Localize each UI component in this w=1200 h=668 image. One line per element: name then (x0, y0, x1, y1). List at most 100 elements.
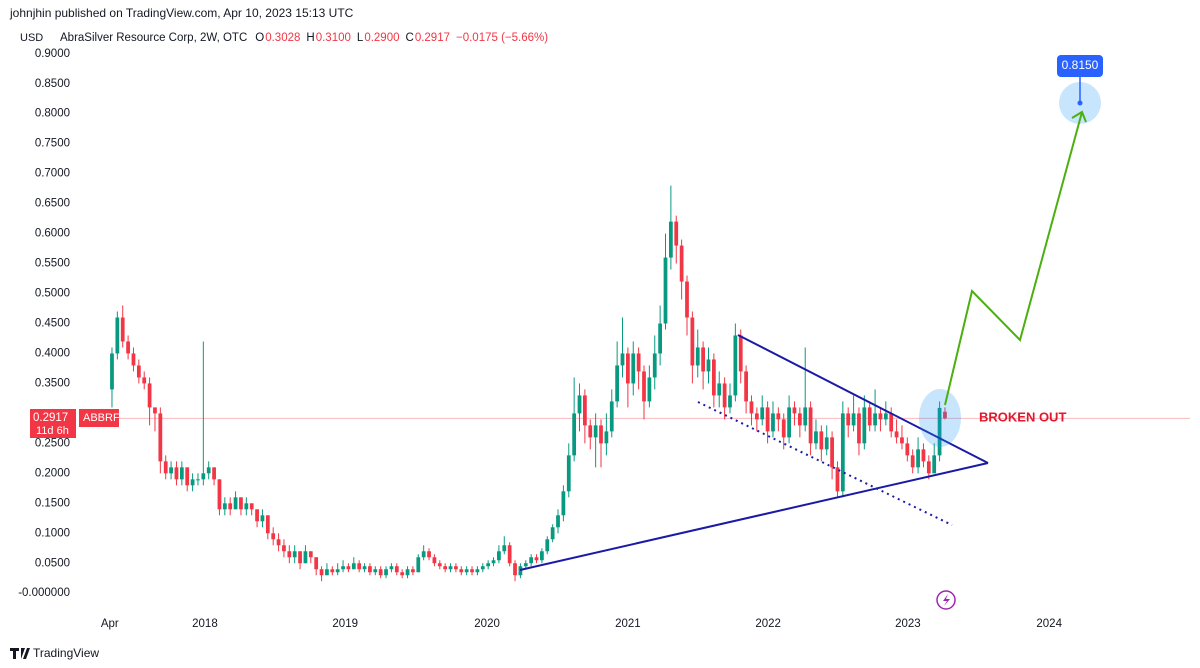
candle-body (303, 551, 308, 564)
candle-body (658, 323, 663, 354)
candle-body (690, 317, 695, 366)
candle-body (937, 407, 942, 456)
candle-body (244, 503, 249, 510)
candle-body (642, 371, 646, 402)
candle-body (889, 413, 894, 432)
candle-body (513, 563, 517, 576)
dotted-line (697, 401, 953, 526)
candle-body (561, 491, 566, 516)
x-tick-label: 2022 (755, 618, 781, 630)
legend-field-value: 0.3100 (316, 32, 351, 44)
candle-body (781, 419, 786, 438)
symbol-box (79, 409, 119, 427)
header: johnjhin published on TradingView.com, A… (9, 6, 354, 20)
candle-body (540, 551, 544, 561)
candle-body (668, 221, 673, 258)
x-tick-label: 2023 (895, 618, 921, 630)
candle-body (803, 407, 808, 426)
candle-body (190, 479, 195, 486)
legend-field-label: H (306, 32, 314, 44)
x-tick-label: 2021 (615, 618, 641, 630)
candle-body (136, 365, 141, 378)
candle-body (593, 425, 598, 438)
candle-body (738, 335, 743, 372)
y-tick-label: 0.7000 (35, 168, 70, 180)
candle-body (255, 509, 259, 522)
target-box (1057, 55, 1103, 77)
candle-body (384, 569, 388, 576)
candle-body (685, 281, 689, 318)
candle-body (486, 563, 491, 567)
candle-body (840, 413, 845, 492)
candle-body (572, 413, 577, 456)
y-tick-label: 0.1500 (35, 497, 70, 509)
y-tick-label: 0.5500 (35, 258, 70, 270)
candle-body (754, 413, 759, 420)
candle-body (910, 455, 915, 468)
price-tag-box (30, 409, 76, 438)
candle-body (480, 566, 485, 570)
candle-body (196, 479, 200, 481)
candle-body (711, 359, 716, 396)
candle-body (695, 347, 700, 366)
candle-body (368, 566, 372, 573)
candle-body (201, 473, 206, 480)
footer-brand: TradingView (33, 646, 99, 660)
candle-body (550, 527, 555, 540)
candle-body (470, 569, 474, 573)
candle-body (631, 353, 636, 384)
resistance-line (737, 334, 989, 464)
candle-body (448, 566, 453, 570)
y-tick-label: 0.8000 (35, 108, 70, 120)
candle-body (819, 431, 824, 450)
candle-body (292, 551, 297, 558)
candle-body (153, 407, 157, 414)
footer: TradingView (10, 646, 99, 660)
y-tick-label: 0.2500 (35, 437, 70, 449)
candle-body (905, 443, 910, 456)
candle-body (878, 413, 883, 420)
x-tick-label: 2020 (474, 618, 500, 630)
y-tick-label: 0.7500 (35, 138, 70, 150)
candle-body (921, 449, 926, 462)
candle-body (625, 353, 630, 384)
candle-body (749, 401, 754, 414)
candle-body (271, 533, 276, 540)
candle-body (174, 467, 179, 480)
candle-body (894, 431, 899, 438)
candle-body (282, 545, 286, 552)
price-tag: 0.2917 11d 6h ABBRF (30, 409, 120, 438)
y-tick-label: 0.3500 (35, 377, 70, 389)
candle-body (362, 566, 367, 570)
candle-body (400, 572, 405, 576)
candle-body (615, 365, 620, 402)
candle-body (787, 407, 791, 438)
candle-body (411, 569, 415, 573)
candle-body (583, 395, 587, 426)
candle-body (862, 407, 867, 444)
candle-body (394, 566, 399, 573)
candle-body (857, 413, 861, 444)
candle-body (115, 317, 120, 354)
candle-body (744, 371, 748, 402)
candle-body (507, 545, 512, 564)
candle-body (765, 407, 770, 432)
candle-body (341, 566, 345, 570)
candle-body (319, 569, 324, 576)
legend-field-label: O (255, 32, 264, 44)
event-icon (936, 590, 956, 610)
countdown: 11d 6h (36, 425, 69, 437)
legend-field-label: L (357, 32, 364, 44)
candle-body (443, 566, 448, 570)
candle-body (239, 497, 243, 510)
candle-body (556, 515, 560, 528)
candle-body (545, 539, 550, 552)
candle-body (298, 551, 302, 564)
candle-body (652, 353, 657, 378)
candle-body (185, 467, 190, 486)
candle-body (647, 377, 652, 402)
candle-body (126, 341, 130, 354)
candle-body (110, 353, 114, 390)
candle-body (846, 413, 851, 426)
